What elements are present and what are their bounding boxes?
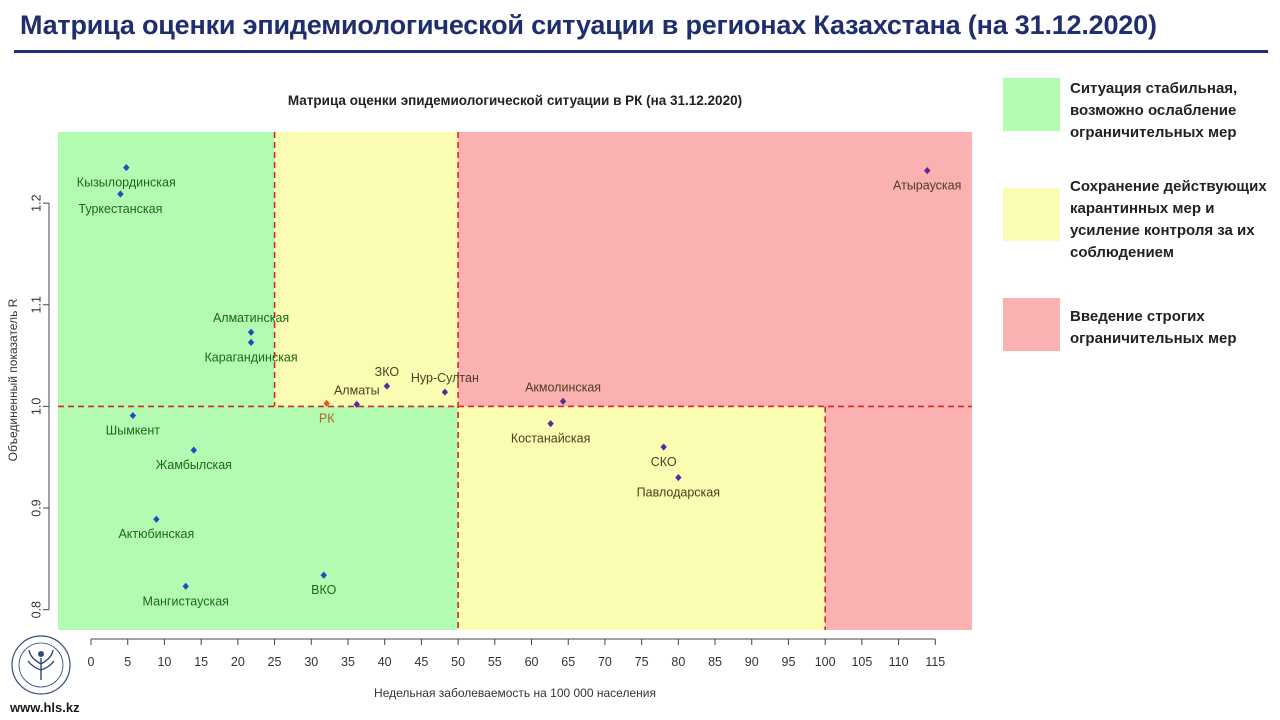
legend-swatch bbox=[1003, 298, 1060, 351]
point-label: ВКО bbox=[311, 583, 336, 597]
x-tick-label: 95 bbox=[782, 655, 796, 669]
footer-url: www.hls.kz bbox=[10, 700, 80, 715]
zone-red bbox=[825, 406, 972, 630]
legend-text: Ситуация стабильная, возможно ослабление… bbox=[1070, 80, 1238, 141]
point-label: РК bbox=[319, 411, 335, 425]
x-tick-label: 115 bbox=[925, 655, 945, 669]
x-tick-label: 90 bbox=[745, 655, 759, 669]
data-point bbox=[182, 582, 189, 590]
x-tick-label: 45 bbox=[414, 655, 428, 669]
legend-swatch bbox=[1003, 78, 1060, 131]
x-tick-label: 65 bbox=[561, 655, 575, 669]
hls-logo-icon bbox=[11, 635, 71, 695]
x-tick-label: 55 bbox=[488, 655, 502, 669]
zone-red bbox=[458, 132, 972, 407]
x-tick-label: 5 bbox=[124, 655, 131, 669]
zone-yellow bbox=[458, 406, 826, 630]
data-point bbox=[190, 446, 198, 454]
x-tick-label: 85 bbox=[708, 655, 722, 669]
title-divider bbox=[14, 50, 1268, 53]
x-tick-label: 35 bbox=[341, 655, 355, 669]
x-tick-label: 40 bbox=[378, 655, 392, 669]
point-label: Мангистауская bbox=[143, 594, 229, 608]
data-point bbox=[247, 338, 255, 346]
data-point bbox=[441, 388, 449, 396]
y-tick-label: 0.9 bbox=[29, 499, 43, 516]
x-tick-label: 15 bbox=[194, 655, 208, 669]
y-tick-label: 1.1 bbox=[29, 296, 43, 313]
point-label: Атырауская bbox=[893, 179, 961, 193]
point-label: Нур-Султан bbox=[411, 371, 479, 385]
point-label: ЗКО bbox=[375, 365, 400, 379]
point-label: Жамбылская bbox=[156, 458, 232, 472]
legend-swatch bbox=[1003, 188, 1060, 241]
point-label: Карагандинская bbox=[204, 350, 297, 364]
x-tick-label: 105 bbox=[851, 655, 872, 669]
point-label: Шымкент bbox=[106, 424, 160, 438]
point-label: Алматинская bbox=[213, 311, 289, 325]
data-point bbox=[675, 473, 682, 482]
data-point bbox=[117, 190, 124, 198]
data-point bbox=[547, 420, 554, 428]
x-tick-label: 20 bbox=[231, 655, 245, 669]
x-tick-label: 10 bbox=[157, 655, 171, 669]
legend-text: Сохранение действующих карантинных мер и… bbox=[1070, 178, 1267, 261]
zone-yellow bbox=[274, 132, 459, 407]
x-tick-label: 110 bbox=[889, 655, 909, 669]
x-tick-label: 60 bbox=[525, 655, 539, 669]
x-tick-label: 80 bbox=[671, 655, 685, 669]
x-tick-label: 50 bbox=[451, 655, 465, 669]
y-tick-label: 0.8 bbox=[29, 601, 43, 618]
point-label: Туркестанская bbox=[78, 202, 162, 216]
data-point bbox=[353, 400, 360, 408]
data-point bbox=[153, 515, 160, 523]
data-point bbox=[129, 411, 137, 420]
y-tick-label: 1.2 bbox=[29, 194, 43, 211]
x-tick-label: 30 bbox=[304, 655, 318, 669]
x-axis-label: Недельная заболеваемость на 100 000 насе… bbox=[374, 686, 656, 700]
data-point bbox=[383, 382, 391, 390]
point-label: Актюбинская bbox=[118, 527, 194, 541]
point-label: Акмолинская bbox=[525, 380, 601, 394]
zone-green bbox=[58, 132, 275, 407]
point-label: Павлодарская bbox=[637, 486, 720, 500]
point-label: Костанайская bbox=[511, 432, 591, 446]
point-label: СКО bbox=[651, 455, 677, 469]
data-point bbox=[247, 328, 255, 336]
x-tick-label: 70 bbox=[598, 655, 612, 669]
zone-green bbox=[58, 406, 459, 630]
point-label: Алматы bbox=[334, 383, 380, 397]
point-label: Кызылординская bbox=[77, 176, 176, 190]
x-tick-label: 0 bbox=[88, 655, 95, 669]
slide-title: Матрица оценки эпидемиологической ситуац… bbox=[20, 10, 1157, 40]
y-axis-label: Объединенный показатель R bbox=[6, 298, 20, 461]
data-point bbox=[660, 443, 667, 451]
legend-text: Введение строгих ограничительных мер bbox=[1070, 308, 1237, 347]
x-tick-label: 75 bbox=[635, 655, 649, 669]
x-tick-label: 25 bbox=[268, 655, 282, 669]
data-point bbox=[320, 571, 327, 579]
y-tick-label: 1.0 bbox=[29, 398, 43, 415]
x-tick-label: 100 bbox=[815, 655, 836, 669]
epidemic-matrix-chart: Матрица оценки эпидемиологической ситуац… bbox=[6, 93, 972, 700]
data-point bbox=[559, 397, 567, 405]
chart-title: Матрица оценки эпидемиологической ситуац… bbox=[288, 93, 742, 108]
data-point bbox=[323, 399, 330, 407]
